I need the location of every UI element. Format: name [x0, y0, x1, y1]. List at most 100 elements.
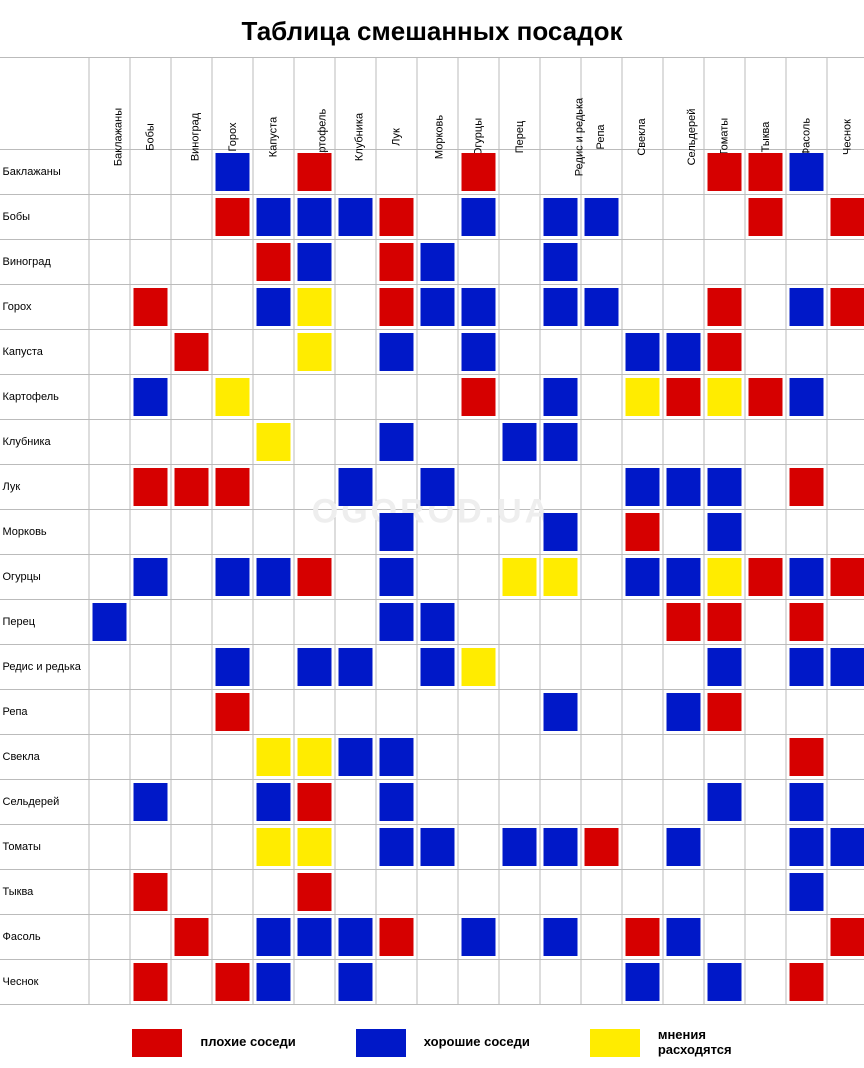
grid-cell — [745, 780, 786, 825]
compatibility-swatch — [298, 873, 332, 911]
compatibility-swatch — [585, 828, 619, 866]
grid-cell — [786, 330, 827, 375]
compatibility-swatch — [626, 963, 660, 1001]
table-row: Тыква — [0, 870, 864, 915]
grid-cell — [212, 195, 253, 240]
grid-cell — [540, 690, 581, 735]
grid-cell — [294, 690, 335, 735]
grid-cell — [581, 420, 622, 465]
grid-cell — [335, 195, 376, 240]
compatibility-swatch — [298, 198, 332, 236]
grid-cell — [130, 375, 171, 420]
compatibility-swatch — [257, 423, 291, 461]
grid-cell — [827, 780, 864, 825]
grid-cell — [663, 375, 704, 420]
grid-cell — [130, 195, 171, 240]
grid-cell — [745, 285, 786, 330]
grid-cell — [171, 240, 212, 285]
grid-cell — [540, 195, 581, 240]
grid-cell — [540, 285, 581, 330]
grid-cell — [827, 465, 864, 510]
grid-cell — [458, 510, 499, 555]
grid-cell — [212, 645, 253, 690]
compatibility-swatch — [298, 648, 332, 686]
compatibility-swatch — [257, 738, 291, 776]
grid-cell — [622, 870, 663, 915]
compatibility-swatch — [749, 153, 783, 191]
grid-cell — [827, 420, 864, 465]
compatibility-swatch — [462, 198, 496, 236]
grid-cell — [253, 375, 294, 420]
grid-cell — [663, 690, 704, 735]
grid-cell — [89, 240, 130, 285]
legend-item: хорошие соседи — [356, 1029, 530, 1057]
compatibility-swatch — [708, 333, 742, 371]
grid-cell — [786, 915, 827, 960]
grid-cell — [745, 645, 786, 690]
grid-cell — [335, 735, 376, 780]
compatibility-swatch — [175, 468, 209, 506]
grid-cell — [294, 420, 335, 465]
grid-cell — [663, 420, 704, 465]
compatibility-swatch — [216, 648, 250, 686]
grid-cell — [335, 870, 376, 915]
grid-cell — [458, 645, 499, 690]
grid-cell — [171, 600, 212, 645]
grid-cell — [376, 645, 417, 690]
compatibility-swatch — [544, 513, 578, 551]
column-header-label: Перец — [514, 121, 526, 154]
grid-cell — [622, 195, 663, 240]
compatibility-swatch — [421, 243, 455, 281]
legend-label: плохие соседи — [200, 1035, 295, 1050]
column-header: Перец — [499, 58, 540, 150]
grid-cell — [827, 375, 864, 420]
grid-cell — [417, 420, 458, 465]
table-row: Морковь — [0, 510, 864, 555]
compatibility-swatch — [380, 783, 414, 821]
grid-cell — [335, 285, 376, 330]
grid-cell — [171, 645, 212, 690]
grid-cell — [458, 555, 499, 600]
row-header: Репа — [0, 690, 89, 735]
grid-cell — [376, 735, 417, 780]
grid-cell — [89, 600, 130, 645]
column-header: Баклажаны — [89, 58, 130, 150]
grid-cell — [171, 690, 212, 735]
grid-cell — [376, 240, 417, 285]
grid-cell — [786, 465, 827, 510]
grid-cell — [745, 465, 786, 510]
grid-cell — [622, 555, 663, 600]
companion-planting-table: БаклажаныБобыВиноградГорохКапустаКартофе… — [0, 57, 864, 1005]
grid-cell — [458, 735, 499, 780]
row-header: Огурцы — [0, 555, 89, 600]
grid-cell — [745, 375, 786, 420]
compatibility-swatch — [257, 558, 291, 596]
grid-cell — [212, 375, 253, 420]
compatibility-swatch — [544, 378, 578, 416]
column-header: Свекла — [622, 58, 663, 150]
grid-cell — [704, 375, 745, 420]
grid-cell — [663, 915, 704, 960]
grid-cell — [827, 825, 864, 870]
grid-cell — [212, 240, 253, 285]
grid-cell — [745, 330, 786, 375]
grid-cell — [417, 915, 458, 960]
grid-cell — [458, 375, 499, 420]
compatibility-swatch — [257, 828, 291, 866]
grid-cell — [704, 465, 745, 510]
grid-cell — [622, 510, 663, 555]
compatibility-swatch — [462, 153, 496, 191]
compatibility-swatch — [749, 198, 783, 236]
grid-cell — [663, 150, 704, 195]
row-header: Баклажаны — [0, 150, 89, 195]
compatibility-swatch — [216, 153, 250, 191]
grid-cell — [253, 915, 294, 960]
grid-cell — [786, 645, 827, 690]
grid-cell — [622, 285, 663, 330]
compatibility-swatch — [790, 783, 824, 821]
compatibility-swatch — [544, 423, 578, 461]
compatibility-swatch — [790, 378, 824, 416]
grid-cell — [171, 870, 212, 915]
grid-cell — [294, 240, 335, 285]
grid-cell — [745, 690, 786, 735]
